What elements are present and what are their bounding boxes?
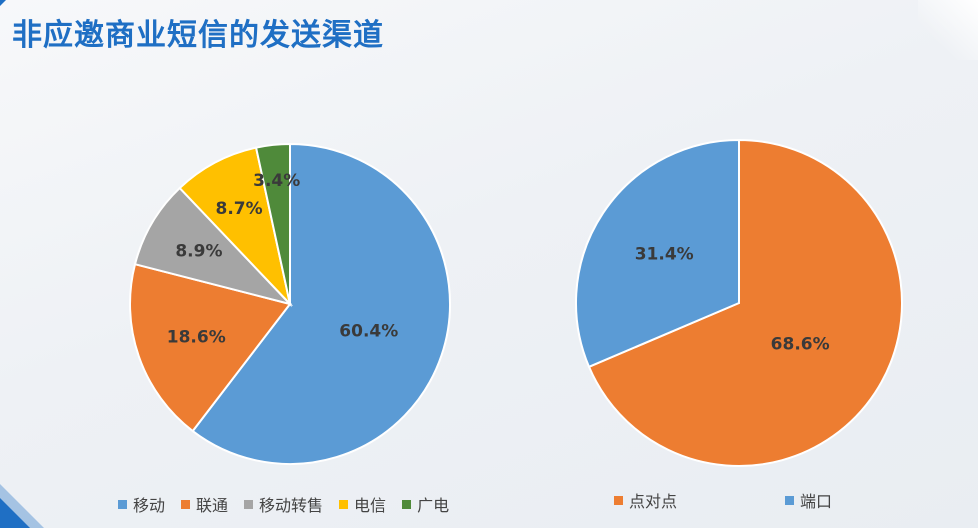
legend-swatch-1-1 bbox=[785, 495, 795, 505]
legend-swatch-0-2 bbox=[244, 499, 254, 509]
legend-swatch-0-0 bbox=[118, 499, 127, 509]
legend-label-0-2: 移动转售 bbox=[259, 496, 324, 515]
legend-label-0-4: 广电 bbox=[417, 496, 450, 515]
legend-item-0-1: 联通 bbox=[181, 492, 228, 516]
slice-label-1-1: 31.4% bbox=[635, 245, 694, 265]
legend-item-0-3: 电信 bbox=[339, 492, 386, 516]
corner-decoration-bottom-left bbox=[0, 498, 30, 528]
pie-slice-0-0 bbox=[191, 142, 452, 465]
pie-chart-send-method: 68.6% 31.4% bbox=[575, 138, 903, 467]
slice-label-1-0: 68.6% bbox=[771, 334, 830, 354]
legend-label-1-0: 点对点 bbox=[629, 492, 678, 511]
slice-label-0-0: 60.4% bbox=[339, 322, 398, 342]
legend-label-0-1: 联通 bbox=[196, 496, 229, 515]
pie-slice-1-1 bbox=[575, 138, 740, 369]
legend-item-0-2: 移动转售 bbox=[244, 492, 323, 516]
legend-label-0-3: 电信 bbox=[354, 496, 387, 515]
slice-label-0-4: 3.4% bbox=[253, 171, 300, 191]
legend-item-1-1: 端口 bbox=[785, 488, 832, 512]
legend-send-method: 点对点 端口 bbox=[614, 488, 832, 512]
legend-swatch-0-4 bbox=[402, 499, 412, 509]
legend-item-0-0: 移动 bbox=[118, 492, 165, 516]
pie-slice-0-4 bbox=[254, 142, 291, 305]
pie-slice-0-1 bbox=[129, 262, 292, 433]
legend-item-0-4: 广电 bbox=[402, 492, 449, 516]
pie-slice-0-2 bbox=[133, 186, 294, 306]
legend-channels: 移动 联通 移动转售 电信 广电 bbox=[118, 492, 449, 516]
legend-item-1-0: 点对点 bbox=[614, 488, 677, 512]
corner-decoration-top-left bbox=[0, 0, 6, 6]
slide-title: 非应邀商业短信的发送渠道 bbox=[12, 18, 384, 53]
pie-chart-channels: 60.4% 18.6% 8.9% 8.7% 3.4% bbox=[129, 142, 452, 465]
legend-swatch-1-0 bbox=[614, 495, 623, 505]
slice-label-0-3: 8.7% bbox=[216, 199, 263, 219]
slice-label-0-1: 18.6% bbox=[167, 327, 226, 347]
legend-swatch-0-1 bbox=[181, 499, 191, 509]
legend-swatch-0-3 bbox=[339, 499, 349, 509]
pie-slice-1-0 bbox=[587, 138, 903, 467]
pie-slice-0-3 bbox=[178, 146, 292, 308]
legend-label-1-1: 端口 bbox=[800, 492, 833, 511]
legend-label-0-0: 移动 bbox=[133, 496, 166, 515]
corner-decoration-top-right bbox=[918, 0, 978, 60]
slice-label-0-2: 8.9% bbox=[175, 242, 222, 262]
